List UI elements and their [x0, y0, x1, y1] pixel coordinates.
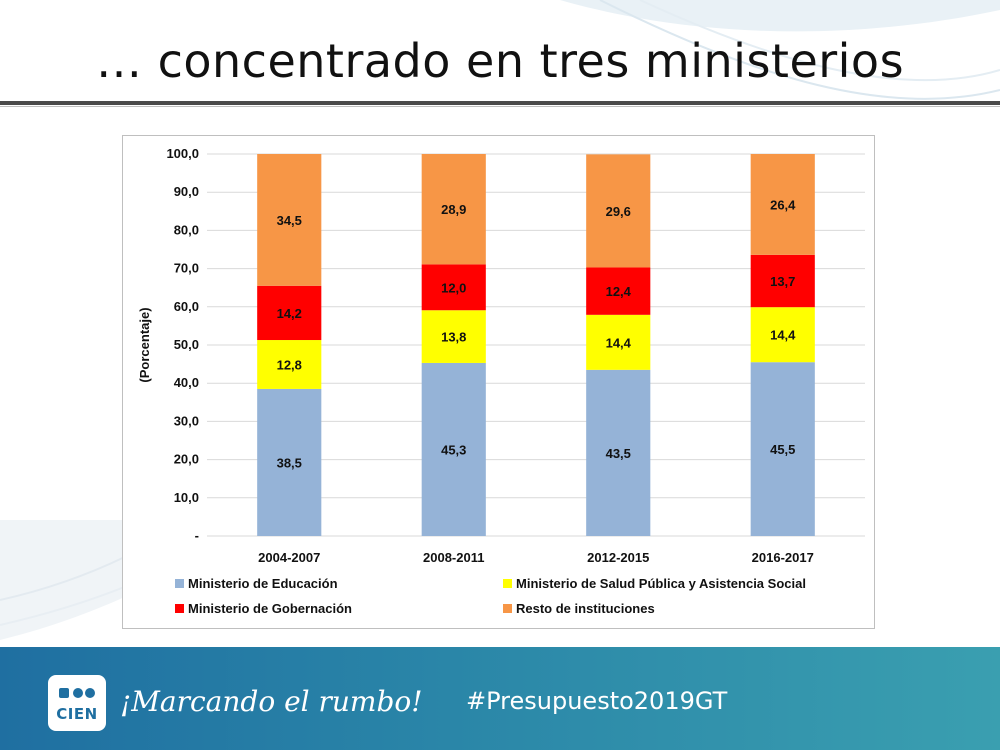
slide-title: … concentrado en tres ministerios: [95, 34, 905, 88]
stacked-bar-chart: - 10,0 20,0 30,0 40,0 50,0 60,0 70,0 80,0 90,0 100…: [137, 146, 865, 565]
data-label: 34,5: [277, 213, 302, 228]
chart-legend: Ministerio de Educación Ministerio de Sal…: [175, 576, 865, 626]
data-label: 38,5: [277, 455, 302, 470]
y-tick-label: 70,0: [174, 261, 199, 276]
y-axis-title: (Porcentaje): [137, 307, 152, 382]
bar-segment: [586, 154, 651, 268]
bar-segment: [586, 369, 651, 536]
legend-swatch: [175, 579, 184, 588]
x-tick-label: 2016-2017: [752, 550, 814, 565]
y-tick-label: 60,0: [174, 299, 199, 314]
data-label: 29,6: [606, 204, 631, 219]
x-tick-label: 2004-2007: [258, 550, 320, 565]
data-label: 43,5: [606, 446, 631, 461]
x-tick-label: 2008-2011: [423, 550, 484, 565]
bar-segment: [586, 314, 651, 370]
hashtag: #Presupuesto2019GT: [466, 687, 728, 715]
data-label: 45,3: [441, 442, 466, 457]
y-tick-label: 80,0: [174, 222, 199, 237]
bar-segment: [750, 154, 815, 255]
legend-swatch: [503, 579, 512, 588]
y-tick-label: 40,0: [174, 375, 199, 390]
data-label: 13,7: [770, 274, 795, 289]
data-label: 26,4: [770, 197, 796, 212]
bar-segment: [257, 340, 322, 389]
data-label: 45,5: [770, 442, 795, 457]
y-tick-label: 100,0: [166, 146, 199, 161]
legend-item: Resto de instituciones: [503, 601, 655, 616]
bar-segment: [750, 254, 815, 308]
y-tick-label: 50,0: [174, 337, 199, 352]
data-label: 14,4: [770, 328, 796, 343]
legend-item: Ministerio de Educación: [175, 576, 338, 591]
y-tick-label: 30,0: [174, 413, 199, 428]
slogan: ¡Marcando el rumbo!: [120, 685, 423, 718]
data-label: 12,8: [277, 357, 302, 372]
bar-segment: [750, 307, 815, 363]
footer-banner: CIEN ¡Marcando el rumbo! #Presupuesto201…: [0, 647, 1000, 750]
legend-swatch: [503, 604, 512, 613]
y-tick-label: 90,0: [174, 184, 199, 199]
bar-segment: [257, 285, 322, 341]
x-tick-label: 2012-2015: [587, 550, 649, 565]
y-tick-label: 10,0: [174, 490, 199, 505]
legend-label: Ministerio de Gobernación: [188, 601, 352, 616]
bar-segment: [257, 388, 322, 536]
bar-segment: [586, 267, 651, 315]
legend-item: Ministerio de Salud Pública y Asistencia…: [503, 576, 806, 591]
legend-item: Ministerio de Gobernación: [175, 601, 352, 616]
legend-label: Ministerio de Salud Pública y Asistencia…: [516, 576, 806, 591]
legend-label: Ministerio de Educación: [188, 576, 338, 591]
logo-mark-icon: [59, 688, 95, 698]
y-tick-label: 20,0: [174, 452, 199, 467]
bar-segment: [421, 362, 486, 536]
bar-segment: [421, 310, 486, 363]
bar-segment: [421, 154, 486, 265]
data-label: 14,4: [606, 335, 632, 350]
cien-logo: CIEN: [48, 675, 106, 731]
data-label: 12,4: [606, 284, 632, 299]
bar-segment: [421, 264, 486, 311]
legend-swatch: [175, 604, 184, 613]
data-label: 14,2: [277, 306, 302, 321]
data-label: 28,9: [441, 202, 466, 217]
chart-container: - 10,0 20,0 30,0 40,0 50,0 60,0 70,0 80,0 90,0 100…: [122, 135, 875, 629]
title-divider-thin: [0, 106, 1000, 107]
logo-text: CIEN: [56, 705, 98, 723]
data-label: 12,0: [441, 280, 466, 295]
data-label: 13,8: [441, 330, 466, 345]
y-tick-label: -: [195, 528, 199, 543]
legend-label: Resto de instituciones: [516, 601, 655, 616]
bar-segment: [257, 154, 322, 286]
bar-segment: [750, 362, 815, 536]
title-divider: [0, 101, 1000, 105]
